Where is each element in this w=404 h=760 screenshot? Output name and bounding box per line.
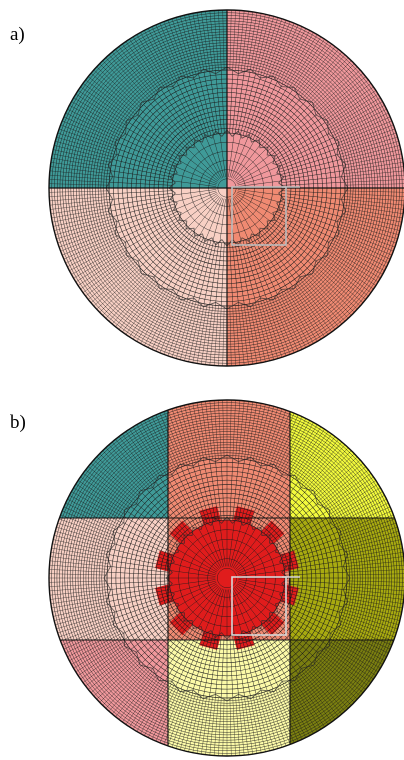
- panel-a-label: a): [10, 24, 25, 45]
- panel-b-boundary: [48, 399, 404, 757]
- panel-b-label: b): [10, 412, 26, 433]
- panel-a-boundary: [48, 9, 404, 367]
- partition-salmon-1: [168, 400, 290, 518]
- panel-a-mesh-lines: [49, 10, 404, 366]
- panel-b-marker-box: [231, 576, 287, 636]
- panel-b-mesh-lines: [49, 400, 404, 756]
- panel-a-marker-box: [231, 186, 287, 246]
